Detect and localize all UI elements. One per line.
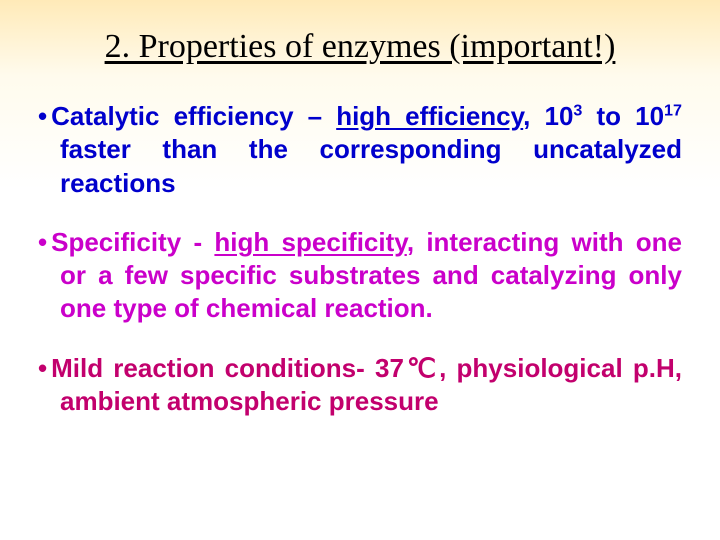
slide-title: 2. Properties of enzymes (important!) bbox=[30, 28, 690, 66]
exp-base: 10 bbox=[635, 101, 664, 131]
dash: - bbox=[356, 353, 375, 383]
list-item: •Mild reaction conditions- 37℃, physiolo… bbox=[38, 352, 682, 419]
exp-sup: 17 bbox=[664, 101, 682, 119]
bullet-dot: • bbox=[38, 353, 47, 383]
text: , bbox=[523, 101, 544, 131]
text: to bbox=[582, 101, 635, 131]
list-item: •Specificity - high specificity, interac… bbox=[38, 226, 682, 326]
degree-symbol: ℃ bbox=[404, 353, 439, 383]
lead-term: Catalytic efficiency bbox=[51, 101, 293, 131]
lead-term: Specificity bbox=[51, 227, 181, 257]
list-item: •Catalytic efficiency – high efficiency,… bbox=[38, 100, 682, 200]
exp-base: 10 bbox=[545, 101, 574, 131]
underlined-term: high efficiency bbox=[336, 101, 523, 131]
bullet-dot: • bbox=[38, 101, 47, 131]
dash: – bbox=[294, 101, 337, 131]
text: 37 bbox=[375, 353, 404, 383]
underlined-term: high specificity bbox=[214, 227, 406, 257]
dash: - bbox=[181, 227, 214, 257]
bullet-list: •Catalytic efficiency – high efficiency,… bbox=[30, 100, 690, 418]
bullet-dot: • bbox=[38, 227, 47, 257]
lead-term: Mild reaction conditions bbox=[51, 353, 356, 383]
text: faster than the corresponding uncatalyze… bbox=[60, 134, 682, 197]
